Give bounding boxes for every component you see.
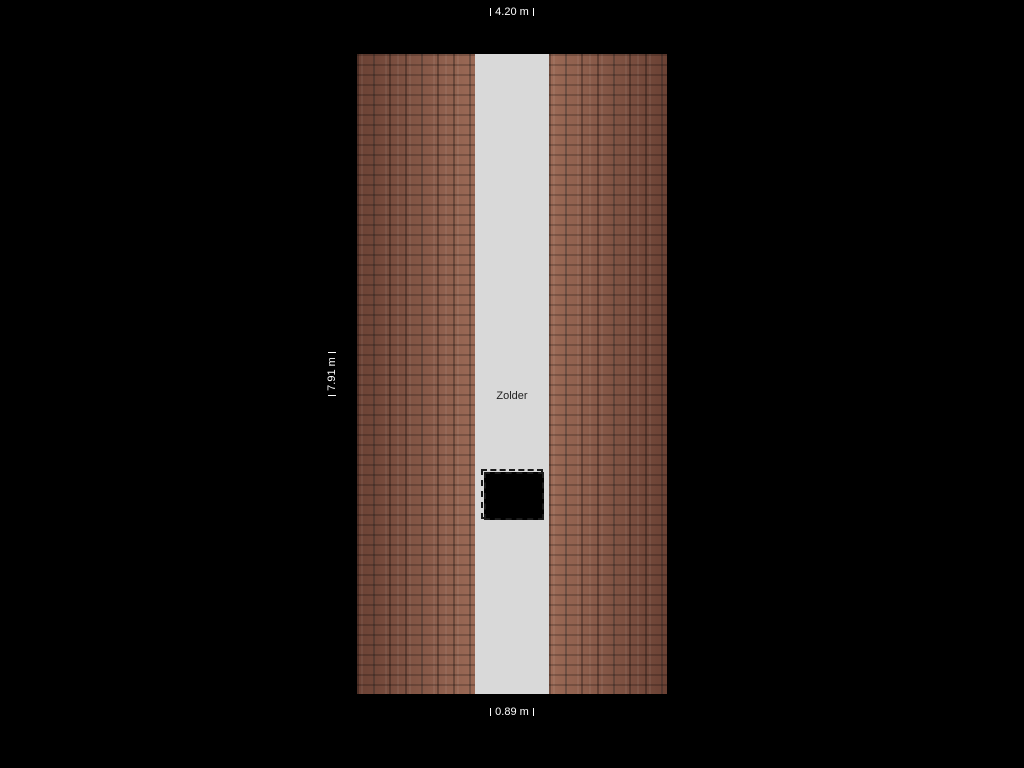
dim-bottom-text: 0.89 m xyxy=(495,706,529,718)
dim-left: 7.91 m xyxy=(326,334,338,414)
dim-top: 4.20 m xyxy=(472,6,552,18)
dim-left-tick-b xyxy=(328,352,336,353)
dim-bottom-tick-right xyxy=(533,708,534,716)
roof-right xyxy=(549,54,667,694)
dim-left-tick-a xyxy=(328,395,336,396)
stair-hatch xyxy=(484,472,544,520)
dim-bottom: 0.89 m xyxy=(472,706,552,718)
floorplan: Zolder xyxy=(357,54,667,694)
dim-top-text: 4.20 m xyxy=(495,6,529,18)
attic-floor xyxy=(475,54,549,694)
room-label-zolder: Zolder xyxy=(482,390,542,402)
dim-top-tick-right xyxy=(533,8,534,16)
stage: 4.20 m 0.89 m 7.91 m Zolder xyxy=(0,0,1024,768)
dim-left-text: 7.91 m xyxy=(326,357,338,391)
dim-top-tick-left xyxy=(490,8,491,16)
dim-bottom-tick-left xyxy=(490,708,491,716)
roof-left xyxy=(357,54,475,694)
